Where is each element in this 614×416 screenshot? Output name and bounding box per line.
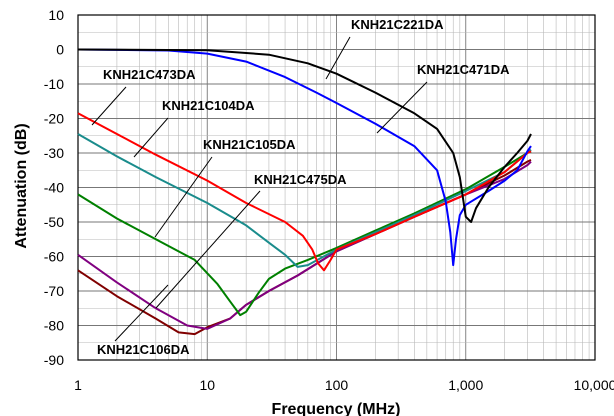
- y-tick-label: -30: [44, 145, 64, 161]
- y-tick-label: -60: [44, 249, 64, 265]
- callout-label: KNH21C105DA: [203, 137, 296, 152]
- callout-leader: [133, 117, 169, 158]
- y-axis-title: Attenuation (dB): [13, 123, 30, 248]
- series-line-knh21c475da: [77, 160, 532, 330]
- callout-leader: [91, 86, 127, 126]
- callout-label: KNH21C475DA: [254, 172, 347, 187]
- callout-leader: [325, 36, 351, 80]
- series-line-knh21c104da: [77, 133, 532, 268]
- callout-label: KNH21C106DA: [97, 342, 190, 357]
- plot-border: [77, 14, 596, 361]
- y-tick-label: -20: [44, 111, 64, 127]
- y-tick-label: 0: [56, 42, 64, 58]
- series-line-knh21c221da: [77, 48, 532, 223]
- callout-labels: KNH21C221DA KNH21C471DA KNH21C473DA KNH21C1…: [97, 17, 510, 357]
- callout-leader: [376, 81, 428, 134]
- x-tick-label: 10: [199, 377, 215, 393]
- callout-leader: [155, 190, 261, 309]
- callout-label: KNH21C104DA: [162, 98, 255, 113]
- x-tick-label: 10,000: [574, 377, 614, 393]
- y-tick-label: -10: [44, 76, 64, 92]
- x-tick-label: 1,000: [448, 377, 483, 393]
- y-tick-labels: 10 0 -10 -20 -30 -40 -50 -60 -70 -80 -90: [44, 7, 64, 368]
- y-tick-label: -50: [44, 214, 64, 230]
- x-tick-label: 100: [325, 377, 349, 393]
- y-tick-label: 10: [48, 7, 64, 23]
- callout-leaders: [91, 36, 428, 342]
- y-tick-label: -40: [44, 180, 64, 196]
- y-tick-label: -80: [44, 318, 64, 334]
- callout-leader: [154, 156, 213, 238]
- callout-label: KNH21C473DA: [103, 67, 196, 82]
- x-axis-title: Frequency (MHz): [272, 401, 401, 416]
- callout-label: KNH21C221DA: [351, 17, 444, 32]
- x-tick-label: 1: [74, 377, 82, 393]
- series-line-knh21c471da: [77, 48, 532, 267]
- plot-frame: [77, 14, 596, 361]
- x-tick-labels: 1 10 100 1,000 10,000: [74, 377, 614, 393]
- y-tick-label: -70: [44, 283, 64, 299]
- series-line-knh21c105da: [77, 150, 532, 317]
- series-lines: [77, 48, 532, 336]
- callout-leader: [114, 284, 169, 342]
- y-tick-label: -90: [44, 352, 64, 368]
- callout-label: KNH21C471DA: [417, 62, 510, 77]
